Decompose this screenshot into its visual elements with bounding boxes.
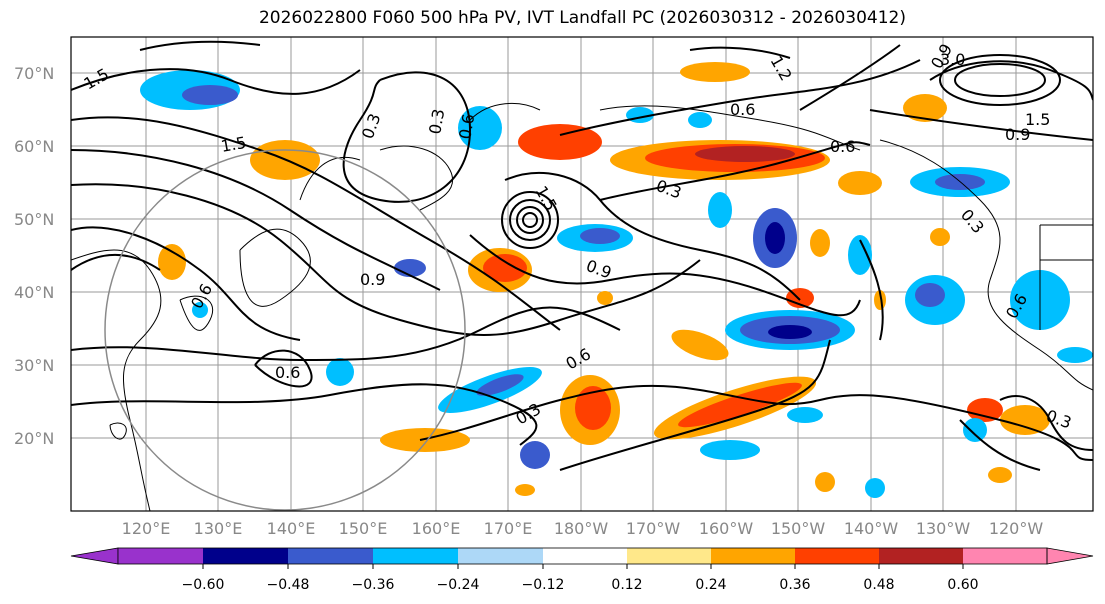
- lon-label: 160°E: [412, 519, 461, 538]
- lat-label: 50°N: [14, 210, 54, 229]
- lon-label: 170°E: [484, 519, 533, 538]
- colorbar-swatch: [963, 548, 1047, 564]
- lon-label: 140°E: [267, 519, 316, 538]
- colorbar-swatch: [458, 548, 543, 564]
- lon-label: 120°W: [989, 519, 1044, 538]
- contour-label: 0.9: [1005, 125, 1030, 144]
- lon-label: 160°W: [699, 519, 754, 538]
- map-frame: [70, 36, 1094, 512]
- contour-label: 3.0: [940, 50, 965, 69]
- lon-label: 130°E: [194, 519, 243, 538]
- contour-label: 1.5: [219, 133, 247, 156]
- lat-label: 20°N: [14, 429, 54, 448]
- lon-label: 150°E: [339, 519, 388, 538]
- lon-label: 140°W: [844, 519, 899, 538]
- colorbar-swatch: [711, 548, 795, 564]
- colorbar-swatch: [795, 548, 879, 564]
- map-title: 2026022800 F060 500 hPa PV, IVT Landfall…: [258, 8, 906, 28]
- contour-label: 0.6: [830, 137, 855, 156]
- colorbar-swatch: [203, 548, 288, 564]
- contour-label: 0.6: [730, 100, 755, 119]
- colorbar-max-extend: [1046, 547, 1094, 565]
- coastlines: [71, 102, 1093, 511]
- lon-label: 180°W: [554, 519, 609, 538]
- colorbar-ticks: [202, 564, 964, 569]
- colorbar-tick-label: −0.24: [437, 577, 480, 593]
- lon-label: 130°W: [916, 519, 971, 538]
- colorbar-tick-label: 0.24: [695, 577, 726, 593]
- great-circle: [104, 149, 466, 511]
- colorbar-swatch: [288, 548, 373, 564]
- ivt-shading: [140, 62, 1093, 498]
- longitude-labels: 120°E 130°E 140°E 150°E 160°E 170°E 180°…: [122, 519, 1044, 538]
- contour-label: 0.3: [425, 107, 448, 135]
- lat-label: 60°N: [14, 137, 54, 156]
- contour-label: 0.6: [455, 112, 478, 140]
- contour-label: 1.5: [1025, 110, 1050, 129]
- colorbar-swatch: [627, 548, 711, 564]
- colorbar-min-extend: [70, 547, 119, 565]
- colorbar-swatch: [879, 548, 963, 564]
- lon-label: 170°W: [626, 519, 681, 538]
- colorbar-tick-label: −0.12: [522, 577, 565, 593]
- colorbar-tick-label: 0.12: [611, 577, 642, 593]
- colorbar-swatch: [543, 548, 627, 564]
- colorbar-tick-label: 0.60: [947, 577, 978, 593]
- colorbar-tick-label: 0.36: [779, 577, 810, 593]
- lon-label: 150°W: [771, 519, 826, 538]
- colorbar: −0.60 −0.48 −0.36 −0.24 −0.12 0.12 0.24 …: [70, 547, 1094, 593]
- colorbar-tick-label: 0.48: [863, 577, 894, 593]
- lat-label: 40°N: [14, 283, 54, 302]
- contour-label: 0.6: [275, 363, 300, 382]
- lon-label: 120°E: [122, 519, 171, 538]
- colorbar-swatch: [373, 548, 458, 564]
- latitude-labels: 70°N 60°N 50°N 40°N 30°N 20°N: [14, 64, 54, 448]
- lat-label: 30°N: [14, 356, 54, 375]
- map-content: [71, 37, 1093, 511]
- contour-label: 0.9: [360, 270, 385, 289]
- pv-contours: [71, 40, 1093, 471]
- colorbar-swatch: [118, 548, 203, 564]
- lat-label: 70°N: [14, 64, 54, 83]
- colorbar-tick-label: −0.36: [352, 577, 395, 593]
- colorbar-tick-label: −0.60: [182, 577, 225, 593]
- colorbar-tick-label: −0.48: [267, 577, 310, 593]
- colorbar-outline: [117, 547, 1048, 565]
